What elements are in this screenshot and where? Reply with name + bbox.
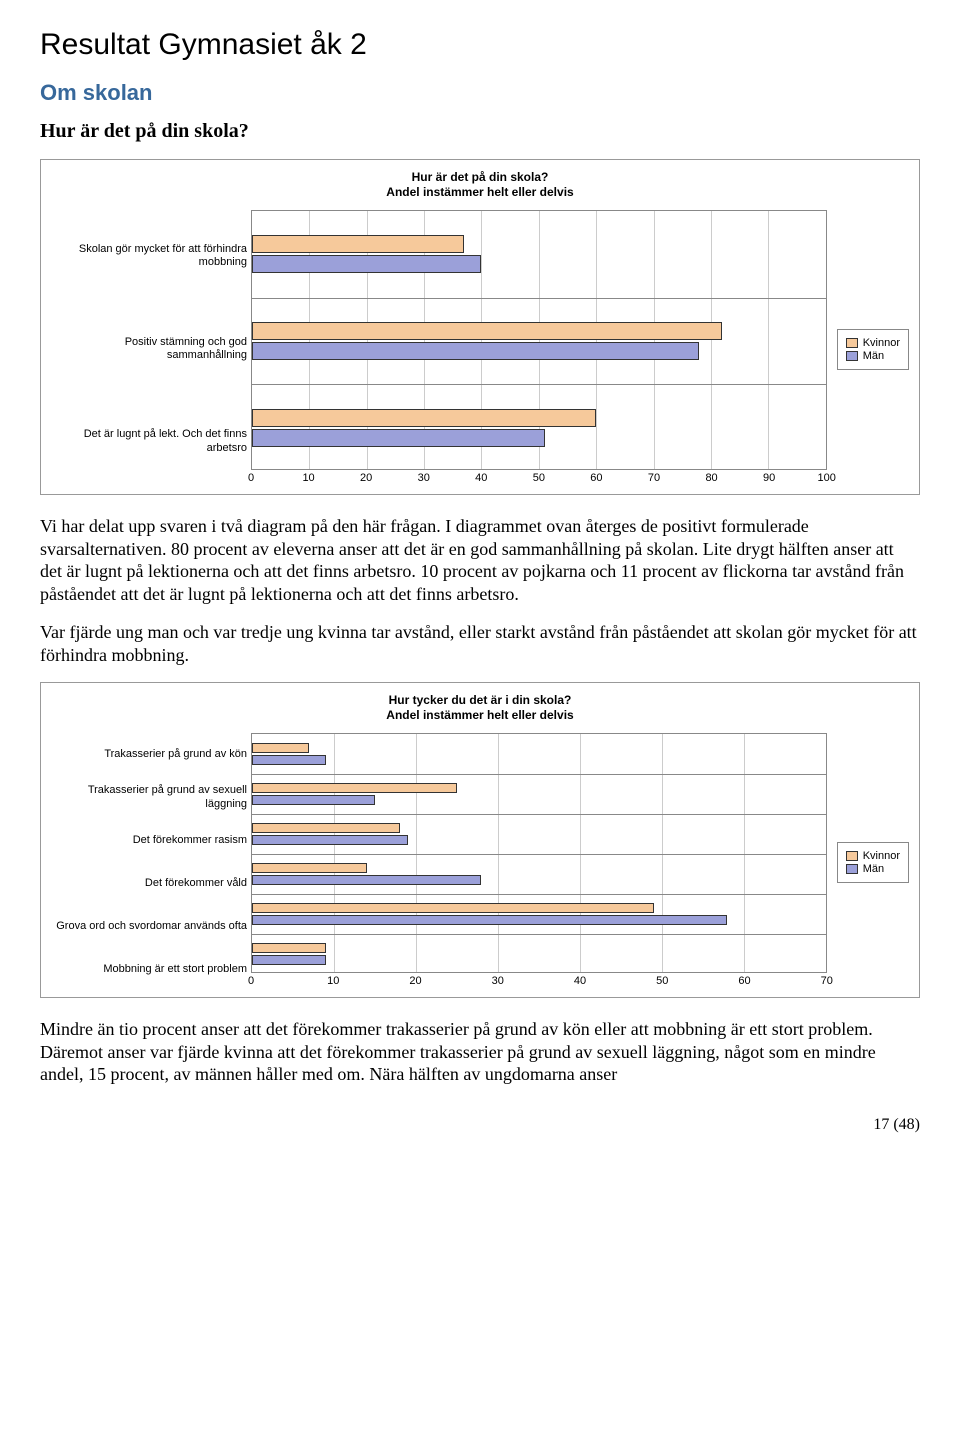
- chart-1-x-axis: 0102030405060708090100: [251, 472, 827, 488]
- axis-tick: 80: [705, 472, 717, 484]
- bar-man: [252, 955, 326, 965]
- axis-tick: 100: [818, 472, 836, 484]
- axis-tick: 60: [738, 975, 750, 987]
- bar-man: [252, 875, 481, 885]
- bar-man: [252, 342, 699, 360]
- legend-label-man: Män: [863, 863, 884, 875]
- legend-label-kvinnor: Kvinnor: [863, 337, 900, 349]
- chart-2-plot: [251, 733, 827, 973]
- chart-2-title-line1: Hur tycker du det är i din skola?: [389, 693, 572, 707]
- paragraph-3: Mindre än tio procent anser att det före…: [40, 1018, 920, 1086]
- sub-heading: Hur är det på din skola?: [40, 120, 920, 143]
- axis-tick: 60: [590, 472, 602, 484]
- axis-tick: 40: [475, 472, 487, 484]
- chart-category-label: Grova ord och svordomar används ofta: [51, 907, 247, 947]
- chart-category-label: Det förekommer rasism: [51, 821, 247, 861]
- bar-kvinnor: [252, 409, 596, 427]
- chart-2-category-labels: Trakasserier på grund av könTrakasserier…: [51, 733, 251, 991]
- axis-tick: 10: [327, 975, 339, 987]
- chart-category-label: Det är lugnt på lekt. Och det finns arbe…: [51, 398, 247, 485]
- axis-tick: 50: [656, 975, 668, 987]
- bar-kvinnor: [252, 903, 654, 913]
- chart-category-label: Positiv stämning och god sammanhållning: [51, 306, 247, 393]
- legend-label-man: Män: [863, 350, 884, 362]
- legend-swatch-kvinnor: [846, 338, 858, 348]
- chart-1: Hur är det på din skola? Andel instämmer…: [40, 159, 920, 495]
- bar-kvinnor: [252, 783, 457, 793]
- bar-kvinnor: [252, 322, 722, 340]
- bar-kvinnor: [252, 943, 326, 953]
- axis-tick: 20: [409, 975, 421, 987]
- bar-man: [252, 255, 481, 273]
- paragraph-2: Var fjärde ung man och var tredje ung kv…: [40, 621, 920, 666]
- legend-label-kvinnor: Kvinnor: [863, 850, 900, 862]
- axis-tick: 70: [648, 472, 660, 484]
- bar-man: [252, 915, 727, 925]
- chart-1-title-line2: Andel instämmer helt eller delvis: [386, 185, 573, 199]
- page-title: Resultat Gymnasiet åk 2: [40, 28, 920, 62]
- axis-tick: 90: [763, 472, 775, 484]
- page-number: 17 (48): [40, 1116, 920, 1134]
- chart-1-plot: [251, 210, 827, 470]
- chart-1-title: Hur är det på din skola? Andel instämmer…: [51, 170, 909, 200]
- chart-category-label: Trakasserier på grund av sexuell läggnin…: [51, 778, 247, 818]
- paragraph-1: Vi har delat upp svaren i två diagram på…: [40, 515, 920, 605]
- chart-1-legend: Kvinnor Män: [837, 329, 909, 370]
- bar-man: [252, 755, 326, 765]
- axis-tick: 70: [821, 975, 833, 987]
- axis-tick: 0: [248, 472, 254, 484]
- axis-tick: 50: [533, 472, 545, 484]
- legend-swatch-kvinnor: [846, 851, 858, 861]
- chart-2: Hur tycker du det är i din skola? Andel …: [40, 682, 920, 998]
- chart-2-title-line2: Andel instämmer helt eller delvis: [386, 708, 573, 722]
- axis-tick: 30: [418, 472, 430, 484]
- chart-category-label: Skolan gör mycket för att förhindra mobb…: [51, 213, 247, 300]
- axis-tick: 30: [492, 975, 504, 987]
- legend-swatch-man: [846, 351, 858, 361]
- chart-2-title: Hur tycker du det är i din skola? Andel …: [51, 693, 909, 723]
- chart-category-label: Mobbning är ett stort problem: [51, 950, 247, 990]
- bar-kvinnor: [252, 235, 464, 253]
- chart-1-category-labels: Skolan gör mycket för att förhindra mobb…: [51, 210, 251, 488]
- chart-1-title-line1: Hur är det på din skola?: [412, 170, 549, 184]
- chart-category-label: Det förekommer våld: [51, 864, 247, 904]
- chart-2-legend: Kvinnor Män: [837, 842, 909, 883]
- bar-man: [252, 835, 408, 845]
- bar-kvinnor: [252, 863, 367, 873]
- axis-tick: 0: [248, 975, 254, 987]
- axis-tick: 40: [574, 975, 586, 987]
- legend-swatch-man: [846, 864, 858, 874]
- bar-man: [252, 795, 375, 805]
- axis-tick: 20: [360, 472, 372, 484]
- chart-2-x-axis: 010203040506070: [251, 975, 827, 991]
- bar-kvinnor: [252, 743, 309, 753]
- section-heading: Om skolan: [40, 80, 920, 106]
- axis-tick: 10: [302, 472, 314, 484]
- bar-man: [252, 429, 545, 447]
- bar-kvinnor: [252, 823, 400, 833]
- chart-category-label: Trakasserier på grund av kön: [51, 735, 247, 775]
